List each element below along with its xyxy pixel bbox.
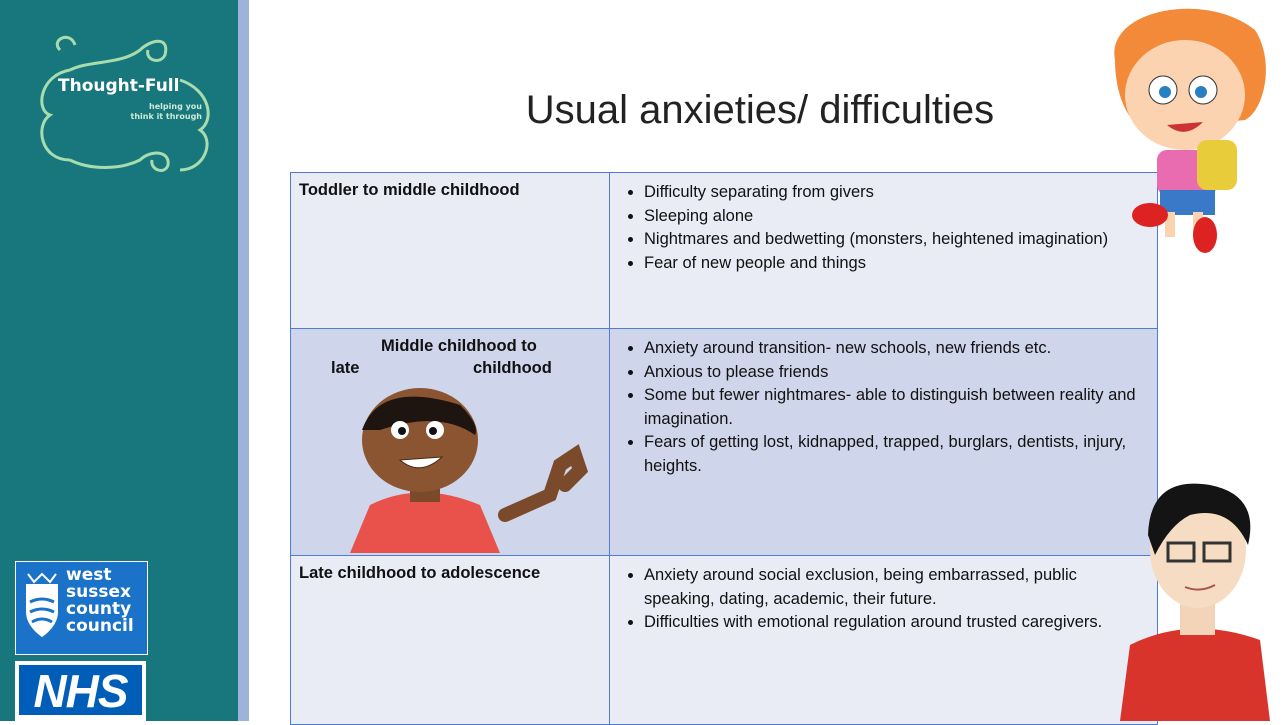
table-row: Late childhood to adolescence Anxiety aro… <box>290 555 1158 725</box>
council-line: sussex <box>66 582 131 602</box>
list-item: Fears of getting lost, kidnapped, trappe… <box>644 431 1149 478</box>
stage-cell: Toddler to middle childhood <box>290 172 610 329</box>
council-logo: west sussex county council <box>15 561 148 655</box>
council-line: council <box>66 616 134 636</box>
nhs-logo: NHS <box>15 661 146 721</box>
list-item: Nightmares and bedwetting (monsters, hei… <box>644 228 1149 252</box>
items-cell: Anxiety around social exclusion, being e… <box>609 555 1158 725</box>
list-item: Difficulties with emotional regulation a… <box>644 611 1149 635</box>
nhs-text: NHS <box>19 665 142 717</box>
council-line: county <box>66 599 132 619</box>
tagline-line: think it through <box>130 112 203 121</box>
council-crest <box>26 572 58 637</box>
stage-label: Middle childhood to late childhood <box>299 337 601 537</box>
slide-title: Usual anxieties/ difficulties <box>525 88 995 132</box>
stage-line: Middle childhood to <box>381 337 537 355</box>
stage-line: late <box>331 359 360 377</box>
item-list: Anxiety around social exclusion, being e… <box>618 564 1149 635</box>
logo-tagline: helping you think it through <box>92 102 203 122</box>
list-item: Sleeping alone <box>644 205 1149 229</box>
list-item: Anxious to please friends <box>644 361 1149 385</box>
item-list: Anxiety around transition- new schools, … <box>618 337 1149 478</box>
teen-illustration <box>1120 483 1270 721</box>
list-item: Anxiety around social exclusion, being e… <box>644 564 1149 611</box>
items-cell: Anxiety around transition- new schools, … <box>609 328 1158 556</box>
items-cell: Difficulty separating from giversSleepin… <box>609 172 1158 329</box>
stage-cell: Late childhood to adolescence <box>290 555 610 725</box>
list-item: Some but fewer nightmares- able to disti… <box>644 384 1149 431</box>
logo-name: Thought-Full <box>58 76 180 96</box>
stage-line: Toddler to middle childhood <box>299 181 520 199</box>
council-name: west sussex county council <box>66 567 134 635</box>
list-item: Difficulty separating from givers <box>644 181 1149 205</box>
stage-line: childhood <box>473 359 552 377</box>
list-item: Fear of new people and things <box>644 252 1149 276</box>
girl-illustration <box>1114 8 1266 253</box>
tagline-line: helping you <box>149 102 202 111</box>
stage-line: Late childhood to adolescence <box>299 564 541 582</box>
boy-illustration <box>350 388 589 553</box>
sidebar-stripe <box>238 0 249 721</box>
table-row: Toddler to middle childhood Difficulty se… <box>290 172 1158 329</box>
logo-swirls <box>40 35 210 172</box>
council-line: west <box>66 565 112 585</box>
item-list: Difficulty separating from giversSleepin… <box>618 181 1149 275</box>
list-item: Anxiety around transition- new schools, … <box>644 337 1149 361</box>
